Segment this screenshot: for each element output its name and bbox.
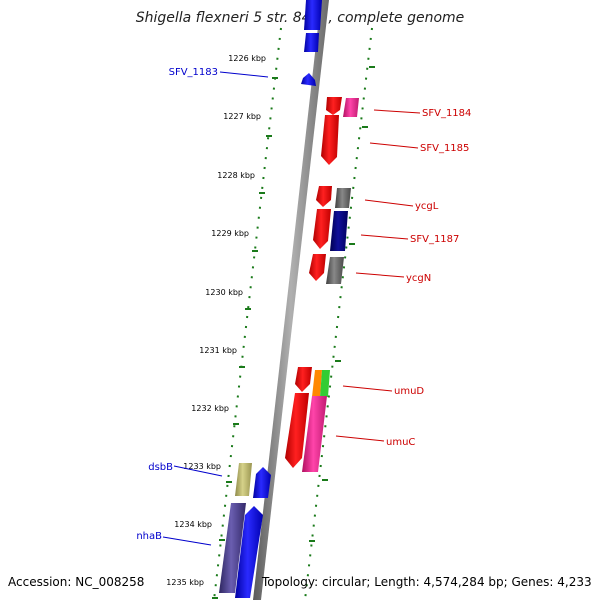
tick-label: 1233 kbp <box>183 462 221 471</box>
gene-label-sfv1184[interactable]: SFV_1184 <box>422 108 471 119</box>
gene-label-umuD[interactable]: umuD <box>394 386 424 397</box>
gene-umuC-pink <box>302 396 327 472</box>
gene-sfv1184-red <box>326 97 342 115</box>
gene-sfv1187-red <box>313 209 331 249</box>
gene-label-dsbB[interactable]: dsbB <box>148 462 173 473</box>
gene-umuD-red <box>295 367 312 392</box>
gene-ycgN-gray <box>326 257 344 284</box>
gene-umuD-green <box>320 370 330 397</box>
gene-dsbB-olive <box>235 463 252 496</box>
gene-sfv1183 <box>301 73 316 86</box>
gene-top-blue-2 <box>304 33 319 52</box>
gene-labels: SFV_1183 dsbB nhaB SFV_1184 SFV_1185 ycg… <box>136 67 471 542</box>
reverse-genes <box>219 0 322 598</box>
leader-ycgL <box>364 199 414 207</box>
genome-title: Shigella flexneri 5 str. 8401, complete … <box>136 10 465 26</box>
leader-lines <box>162 71 421 546</box>
tick-label: 1234 kbp <box>174 520 212 529</box>
gene-top-blue <box>304 0 322 30</box>
tick-label: 1226 kbp <box>228 54 266 63</box>
tick-label: 1235 kbp <box>166 578 204 587</box>
gene-nhaB-purple <box>219 503 246 593</box>
leader-sfv1185 <box>369 142 419 149</box>
accession-text: Accession: NC_008258 <box>8 575 145 589</box>
gene-label-ycgN[interactable]: ycgN <box>406 273 431 284</box>
gene-sfv1187-navy <box>330 211 348 251</box>
leader-dsbB <box>173 465 223 477</box>
gene-label-nhaB[interactable]: nhaB <box>136 531 162 542</box>
gene-label-sfv1183[interactable]: SFV_1183 <box>169 67 218 78</box>
leader-umuC <box>335 435 385 442</box>
leader-ycgN <box>355 272 405 278</box>
gene-dsbB-blue <box>253 467 271 498</box>
leader-sfv1184 <box>373 109 421 114</box>
genome-axis <box>253 0 329 600</box>
gene-umuD-orange <box>312 370 322 397</box>
gene-ycgL-red <box>316 186 332 207</box>
forward-genes <box>285 97 359 472</box>
gene-label-umuC[interactable]: umuC <box>386 437 415 448</box>
leader-nhaB <box>162 536 212 546</box>
topology-text: Topology: circular; Length: 4,574,284 bp… <box>262 575 592 589</box>
leader-sfv1183 <box>219 71 269 78</box>
gene-label-ycgL[interactable]: ycgL <box>415 201 439 212</box>
tick-label: 1227 kbp <box>223 112 261 121</box>
tick-label: 1229 kbp <box>211 229 249 238</box>
gene-umuC-red <box>285 393 309 468</box>
gene-label-sfv1187[interactable]: SFV_1187 <box>410 234 459 245</box>
tick-label: 1231 kbp <box>199 346 237 355</box>
leader-umuD <box>342 385 393 392</box>
gene-ycgN-red <box>309 254 326 281</box>
gene-nhaB-blue <box>235 506 263 598</box>
gene-sfv1184-pink <box>343 98 359 117</box>
gene-label-sfv1185[interactable]: SFV_1185 <box>420 143 469 154</box>
tick-label: 1232 kbp <box>191 404 229 413</box>
gene-sfv1185 <box>321 115 339 165</box>
tick-group: 1226 kbp 1227 kbp 1228 kbp 1229 kbp 1230… <box>166 54 375 599</box>
leader-sfv1187 <box>360 234 409 240</box>
gene-ycgL-gray <box>335 188 351 208</box>
tick-label: 1230 kbp <box>205 288 243 297</box>
tick-label: 1228 kbp <box>217 171 255 180</box>
